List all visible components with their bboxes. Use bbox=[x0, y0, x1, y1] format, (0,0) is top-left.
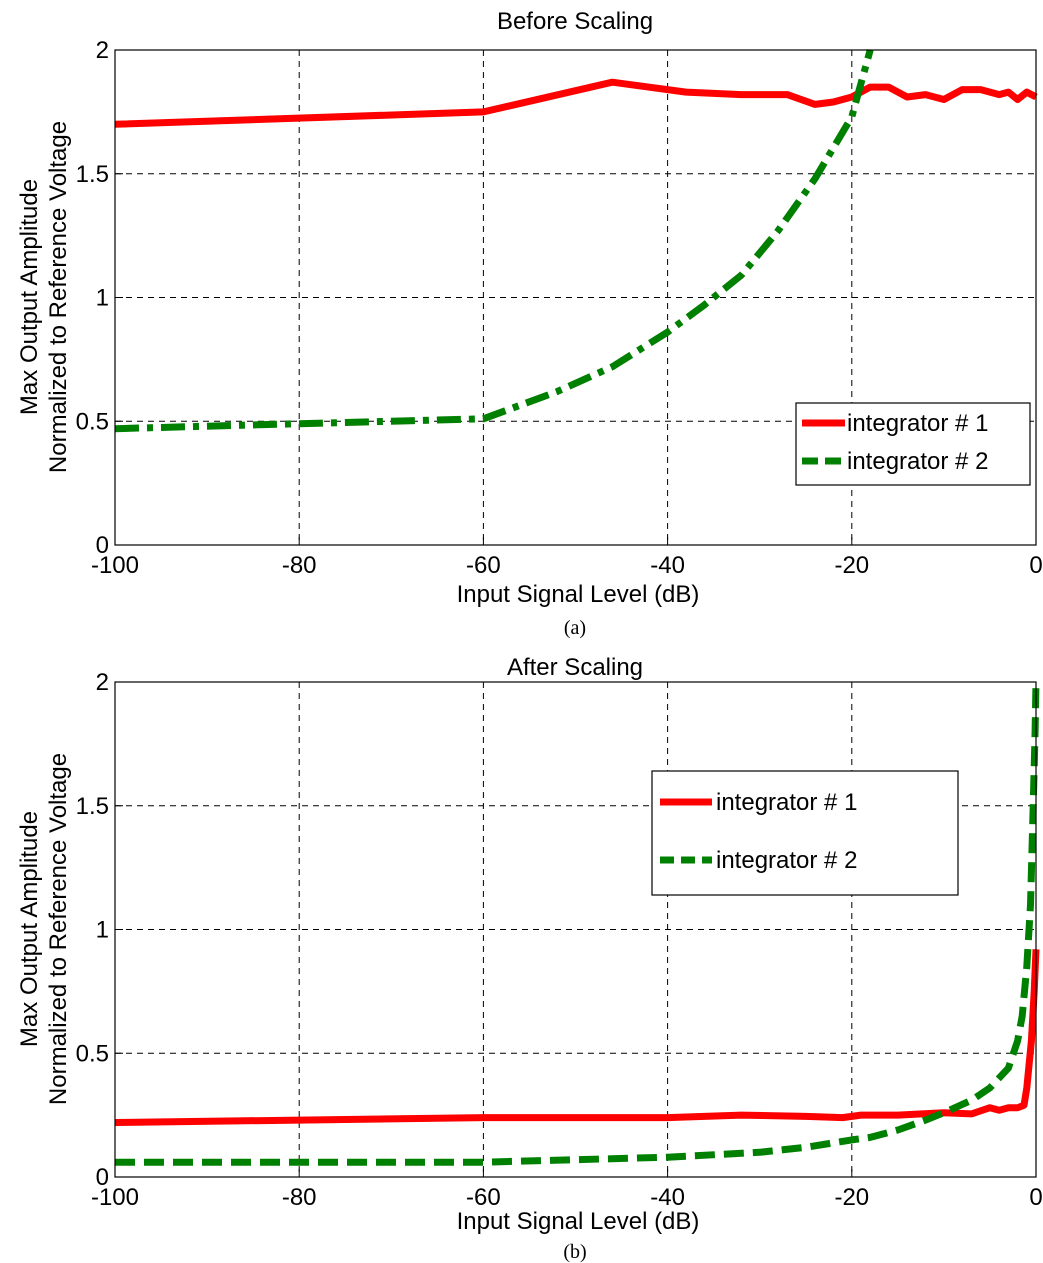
series-line-integrator-2 bbox=[115, 681, 1040, 1166]
legend-label-integrator-1: integrator # 1 bbox=[716, 789, 857, 816]
y-axis-label-line2: Normalized to Reference Voltage bbox=[45, 121, 72, 473]
panel-caption: (b) bbox=[563, 1241, 586, 1263]
series-line-integrator-2 bbox=[114, 49, 874, 433]
chart-panel-after-scaling: -100 -80 -60 -40 -20 0 0 0.5 1 1.5 2 After Scaling… bbox=[16, 654, 1043, 1263]
chart-title: After Scaling bbox=[507, 654, 643, 681]
legend-label-integrator-2: integrator # 2 bbox=[716, 847, 857, 874]
series-lines bbox=[114, 49, 1038, 433]
series-lines bbox=[114, 681, 1040, 1166]
x-axis-label: Input Signal Level (dB) bbox=[457, 1208, 700, 1235]
y-tick-label: 2 bbox=[96, 37, 109, 64]
y-tick-label: 1 bbox=[96, 917, 109, 944]
x-tick-label: -20 bbox=[834, 552, 869, 579]
legend-box bbox=[795, 402, 1031, 486]
y-tick-label: 2 bbox=[96, 669, 109, 696]
panel-caption: (a) bbox=[564, 617, 586, 639]
y-axis-label-line1: Max Output Amplitude bbox=[16, 811, 43, 1047]
plot-frame bbox=[114, 49, 1037, 546]
legend-label-integrator-2: integrator # 2 bbox=[847, 448, 988, 475]
x-tick-label: 0 bbox=[1029, 1184, 1042, 1211]
x-tick-label: -80 bbox=[282, 1184, 317, 1211]
y-axis-label-line2: Normalized to Reference Voltage bbox=[45, 753, 72, 1105]
y-tick-label: 0 bbox=[96, 1164, 109, 1191]
y-tick-label: 1 bbox=[96, 285, 109, 312]
tick-labels: -100 -80 -60 -40 -20 0 0 0.5 1 1.5 2 bbox=[76, 669, 1043, 1211]
x-tick-label: -100 bbox=[91, 552, 139, 579]
y-tick-label: 1.5 bbox=[76, 793, 109, 820]
x-tick-label: -100 bbox=[91, 1184, 139, 1211]
x-tick-label: -40 bbox=[650, 552, 685, 579]
y-tick-label: 0 bbox=[96, 532, 109, 559]
plot-area bbox=[115, 682, 1036, 1177]
legend: integrator # 1 integrator # 2 bbox=[795, 402, 1031, 486]
series-line-integrator-1 bbox=[114, 949, 1040, 1126]
legend-box bbox=[651, 770, 959, 896]
x-tick-label: 0 bbox=[1029, 552, 1042, 579]
legend-label-integrator-1: integrator # 1 bbox=[847, 410, 988, 437]
tick-labels: -100 -80 -60 -40 -20 0 0 0.5 1 1.5 2 bbox=[76, 37, 1043, 579]
plot-frame bbox=[114, 681, 1037, 1178]
x-tick-label: -80 bbox=[282, 552, 317, 579]
legend: integrator # 1 integrator # 2 bbox=[651, 770, 959, 896]
x-axis-label: Input Signal Level (dB) bbox=[457, 581, 700, 608]
y-tick-label: 1.5 bbox=[76, 161, 109, 188]
x-tick-label: -60 bbox=[466, 1184, 501, 1211]
chart-panel-before-scaling: -100 -80 -60 -40 -20 0 0 0.5 1 1.5 2 Before Scalin… bbox=[16, 8, 1043, 639]
y-tick-label: 0.5 bbox=[76, 1040, 109, 1067]
x-tick-label: -60 bbox=[466, 552, 501, 579]
x-tick-label: -20 bbox=[834, 1184, 869, 1211]
grid bbox=[114, 681, 1037, 1178]
chart-title: Before Scaling bbox=[497, 8, 653, 35]
y-axis-label-line1: Max Output Amplitude bbox=[16, 179, 43, 415]
x-tick-label: -40 bbox=[650, 1184, 685, 1211]
y-tick-label: 0.5 bbox=[76, 408, 109, 435]
series-line-integrator-1 bbox=[114, 78, 1038, 128]
